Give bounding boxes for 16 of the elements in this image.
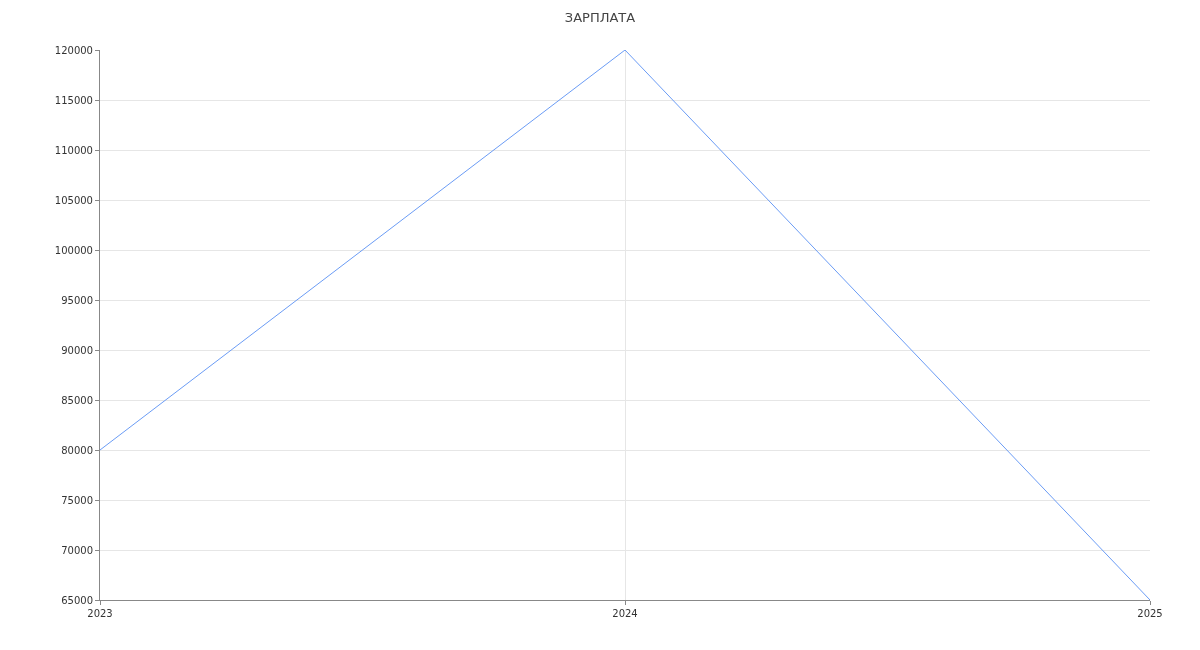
y-tick-label: 75000: [61, 494, 93, 506]
y-tick-label: 120000: [54, 44, 93, 56]
chart-title: ЗАРПЛАТА: [564, 10, 636, 26]
y-tick-label: 65000: [61, 594, 93, 606]
y-tick-label: 80000: [61, 444, 93, 456]
y-tick-label: 105000: [54, 194, 93, 206]
y-tick-label: 95000: [61, 294, 93, 306]
x-tick-label: 2024: [612, 608, 638, 619]
y-tick-label: 85000: [61, 394, 93, 406]
x-tick-label: 2025: [1137, 608, 1163, 619]
y-tick-label: 100000: [54, 244, 93, 256]
y-tick-label: 90000: [61, 344, 93, 356]
y-tick-label: 115000: [54, 94, 93, 106]
x-tick-label: 2023: [87, 608, 113, 619]
y-tick-label: 110000: [54, 144, 93, 156]
y-tick-label: 70000: [61, 544, 93, 556]
